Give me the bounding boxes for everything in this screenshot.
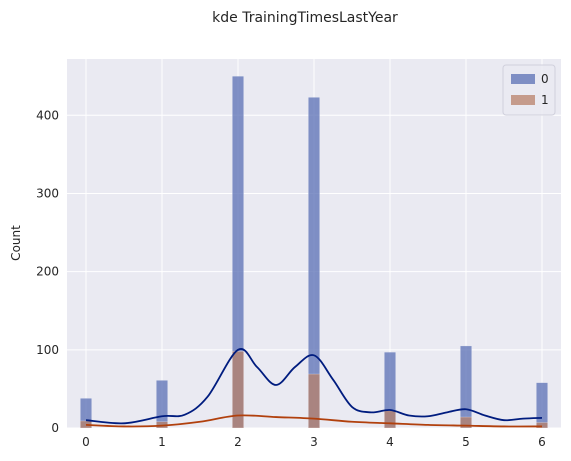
bar-series-0 xyxy=(536,382,548,429)
y-axis: 0 100 200 300 400 xyxy=(36,108,59,435)
x-tick-label: 2 xyxy=(234,435,242,449)
kde-lines xyxy=(85,348,543,428)
chart-title: kde TrainingTimesLastYear xyxy=(212,10,398,26)
bar-series-1 xyxy=(536,422,548,429)
bars xyxy=(80,75,548,429)
x-tick-label: 5 xyxy=(462,435,470,449)
kde-line-series-0 xyxy=(85,348,543,425)
x-tick-label: 4 xyxy=(386,435,394,449)
y-tick-label: 100 xyxy=(36,343,59,357)
x-tick-label: 1 xyxy=(158,435,166,449)
bar-series-0 xyxy=(460,345,472,429)
kde-line-series-1 xyxy=(85,414,543,428)
y-tick-label: 400 xyxy=(36,108,59,122)
bar-series-1 xyxy=(232,351,244,429)
legend-label-1: 1 xyxy=(541,93,549,107)
bar-series-1 xyxy=(460,416,472,429)
y-axis-label: Count xyxy=(9,225,23,261)
legend-label-0: 0 xyxy=(541,72,549,86)
y-tick-label: 200 xyxy=(36,265,59,279)
x-tick-label: 0 xyxy=(82,435,90,449)
bar-series-0 xyxy=(156,380,168,429)
x-tick-label: 3 xyxy=(310,435,318,449)
legend-swatch-0 xyxy=(511,74,535,84)
legend: 01 xyxy=(502,64,556,116)
bar-series-1 xyxy=(308,373,320,429)
legend-swatch-1 xyxy=(511,95,535,105)
y-tick-label: 300 xyxy=(36,186,59,200)
x-tick-label: 6 xyxy=(538,435,546,449)
x-axis: 0 1 2 3 4 5 6 xyxy=(82,435,546,449)
bar-series-1 xyxy=(384,410,396,429)
y-tick-label: 0 xyxy=(51,421,59,435)
